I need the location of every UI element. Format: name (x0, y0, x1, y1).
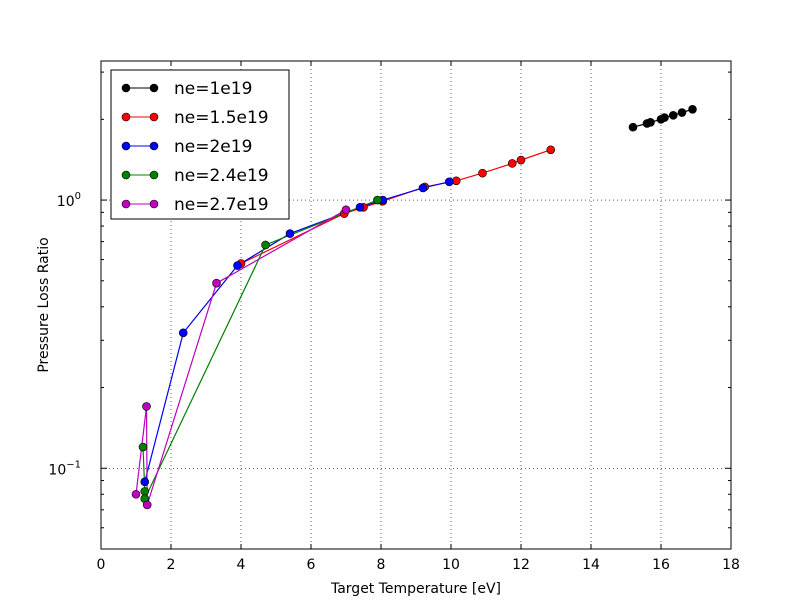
legend-marker (149, 141, 159, 151)
legend-marker (121, 199, 131, 209)
plot-frame (100, 60, 732, 550)
data-point (546, 145, 556, 155)
data-point (646, 117, 655, 127)
data-point (478, 168, 487, 178)
data-point (212, 278, 221, 288)
y-tick-label: 100 (57, 191, 81, 210)
data-point (451, 176, 461, 186)
data-point (341, 205, 351, 215)
data-point (233, 261, 242, 270)
legend-marker (121, 83, 131, 93)
x-tick-label: 0 (97, 557, 106, 573)
x-tick-label: 16 (652, 557, 670, 573)
legend-marker (149, 199, 159, 209)
data-point (285, 229, 295, 238)
x-tick-label: 4 (237, 557, 246, 573)
data-point (677, 108, 687, 117)
x-tick-label: 12 (512, 557, 530, 573)
data-point (261, 240, 270, 250)
x-tick-label: 2 (167, 557, 176, 573)
data-point (418, 183, 428, 193)
data-point (178, 328, 188, 338)
legend-box (110, 69, 290, 220)
legend-label: ne=1e19 (174, 79, 252, 99)
data-point (140, 487, 150, 496)
series-points (131, 104, 697, 510)
data-point (138, 442, 148, 452)
legend-label: ne=2.4e19 (174, 166, 269, 186)
legend-marker (149, 170, 159, 180)
series-line-2 (144, 181, 450, 482)
legend-marker (149, 83, 159, 93)
data-point (142, 500, 152, 510)
legend-label: ne=2.7e19 (174, 195, 269, 215)
x-tick-label: 10 (442, 557, 460, 573)
data-point (140, 477, 150, 487)
data-point (373, 195, 382, 205)
x-tick-label: 14 (582, 557, 600, 573)
legend-marker (121, 112, 131, 122)
y-axis-label: Pressure Loss Ratio (36, 237, 52, 372)
data-point (355, 202, 365, 212)
tick-labels: 0 2 4 6 8 10 12 14 16 18 10−1 100 (48, 191, 739, 573)
legend: ne=1e19 ne=1.5e19 ne=2e19 ne=2.4e19 ne=2.7e1… (110, 69, 290, 220)
data-point (444, 177, 454, 187)
y-tick-label: 10−1 (48, 459, 81, 478)
legend-label: ne=2e19 (174, 137, 252, 157)
data-point (131, 489, 141, 499)
data-point (628, 122, 638, 132)
data-point (668, 111, 678, 120)
x-tick-label: 6 (307, 557, 316, 573)
data-point (688, 104, 697, 114)
data-point (660, 113, 669, 122)
data-point (507, 159, 517, 168)
legend-marker (149, 112, 159, 122)
data-point (142, 402, 151, 411)
x-tick-label: 18 (722, 557, 740, 573)
x-tick-label: 8 (377, 557, 386, 573)
data-point (516, 155, 526, 165)
legend-label: ne=1.5e19 (174, 108, 269, 128)
legend-marker (121, 170, 131, 180)
legend-marker (121, 141, 131, 151)
x-axis-label: Target Temperature [eV] (330, 581, 501, 597)
ticks (100, 61, 732, 549)
